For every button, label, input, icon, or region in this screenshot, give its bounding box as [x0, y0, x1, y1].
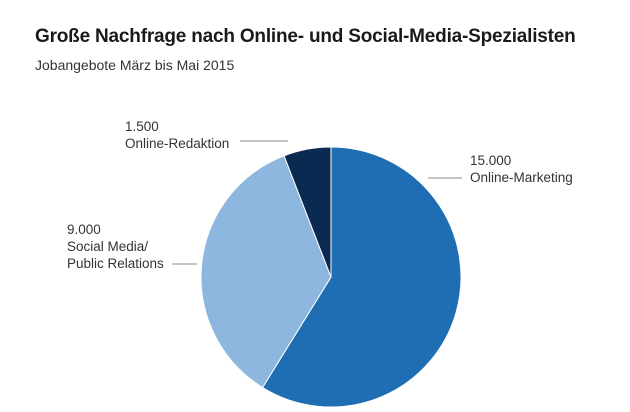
slice-value-online-marketing: 15.000: [470, 153, 512, 168]
slice-category-online-redaktion: Online-Redaktion: [125, 136, 230, 151]
chart-title: Große Nachfrage nach Online- und Social-…: [35, 26, 576, 47]
slice-label-online-marketing: 15.000 Online-Marketing: [470, 152, 573, 186]
slice-value-online-redaktion: 1.500: [125, 119, 159, 134]
slice-value-social-media: 9.000: [67, 222, 101, 237]
slice-category-social-media: Social Media/ Public Relations: [67, 239, 164, 271]
pie-slice-online-redaktion: [283, 146, 332, 278]
pie-slice-social-media: [200, 155, 332, 389]
pie-slice-online-marketing: [261, 146, 462, 408]
slice-category-online-marketing: Online-Marketing: [470, 170, 573, 185]
slice-label-social-media: 9.000 Social Media/ Public Relations: [67, 221, 164, 272]
chart-subtitle: Jobangebote März bis Mai 2015: [35, 57, 235, 73]
slice-label-online-redaktion: 1.500 Online-Redaktion: [125, 118, 229, 152]
